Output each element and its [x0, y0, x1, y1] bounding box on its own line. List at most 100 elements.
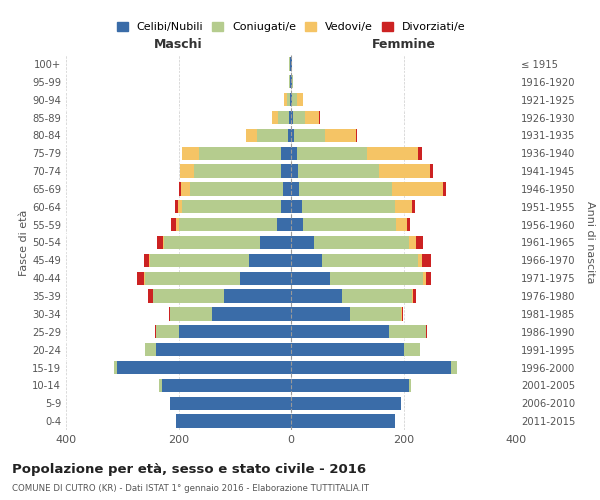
Bar	[151, 254, 249, 267]
Bar	[292, 93, 296, 106]
Bar	[190, 182, 283, 196]
Bar	[298, 164, 379, 178]
Bar	[404, 343, 421, 356]
Bar	[296, 93, 304, 106]
Bar	[412, 200, 415, 213]
Bar	[293, 111, 305, 124]
Bar	[161, 378, 291, 392]
Bar	[175, 200, 178, 213]
Bar	[430, 164, 433, 178]
Bar	[278, 111, 289, 124]
Bar	[395, 200, 412, 213]
Bar	[356, 128, 357, 142]
Bar	[277, 218, 291, 232]
Bar	[170, 307, 212, 320]
Bar	[283, 182, 291, 196]
Bar	[291, 218, 304, 232]
Bar	[290, 93, 291, 106]
Bar	[281, 164, 291, 178]
Bar	[291, 236, 314, 249]
Bar	[291, 111, 293, 124]
Y-axis label: Fasce di età: Fasce di età	[19, 210, 29, 276]
Bar	[171, 218, 176, 232]
Bar	[212, 307, 291, 320]
Bar	[291, 93, 292, 106]
Bar	[272, 111, 278, 124]
Bar	[287, 93, 290, 106]
Bar	[194, 164, 281, 178]
Bar	[163, 236, 164, 249]
Bar	[412, 290, 413, 303]
Bar	[305, 111, 319, 124]
Bar	[409, 236, 416, 249]
Bar	[179, 182, 181, 196]
Bar	[422, 254, 431, 267]
Bar	[379, 164, 430, 178]
Bar	[296, 146, 367, 160]
Bar	[407, 218, 410, 232]
Bar	[350, 307, 401, 320]
Bar	[260, 236, 291, 249]
Bar	[291, 414, 395, 428]
Bar	[331, 272, 423, 285]
Bar	[179, 218, 277, 232]
Bar	[145, 272, 241, 285]
Bar	[409, 378, 411, 392]
Bar	[155, 325, 156, 338]
Bar	[413, 290, 416, 303]
Bar	[401, 307, 402, 320]
Bar	[179, 164, 194, 178]
Bar	[291, 361, 451, 374]
Bar	[292, 75, 293, 88]
Bar	[182, 146, 199, 160]
Bar	[288, 128, 291, 142]
Bar	[389, 325, 426, 338]
Text: COMUNE DI CUTRO (KR) - Dati ISTAT 1° gennaio 2016 - Elaborazione TUTTITALIA.IT: COMUNE DI CUTRO (KR) - Dati ISTAT 1° gen…	[12, 484, 369, 493]
Bar	[178, 200, 182, 213]
Bar	[291, 272, 331, 285]
Bar	[148, 290, 153, 303]
Bar	[291, 396, 401, 410]
Bar	[423, 272, 426, 285]
Bar	[291, 325, 389, 338]
Bar	[392, 182, 443, 196]
Bar	[281, 146, 291, 160]
Bar	[291, 343, 404, 356]
Text: Popolazione per età, sesso e stato civile - 2016: Popolazione per età, sesso e stato civil…	[12, 462, 366, 475]
Bar	[426, 272, 431, 285]
Bar	[314, 236, 409, 249]
Bar	[179, 325, 291, 338]
Bar	[325, 128, 356, 142]
Bar	[299, 182, 392, 196]
Bar	[451, 361, 457, 374]
Bar	[153, 290, 223, 303]
Bar	[241, 272, 291, 285]
Bar	[249, 254, 291, 267]
Bar	[157, 236, 163, 249]
Bar	[246, 128, 257, 142]
Bar	[170, 396, 291, 410]
Bar	[284, 93, 287, 106]
Bar	[319, 111, 320, 124]
Bar	[289, 111, 291, 124]
Bar	[159, 378, 161, 392]
Bar	[114, 361, 116, 374]
Bar	[341, 290, 412, 303]
Legend: Celibi/Nubili, Coniugati/e, Vedovi/e, Divorziati/e: Celibi/Nubili, Coniugati/e, Vedovi/e, Di…	[112, 18, 470, 37]
Bar	[176, 218, 179, 232]
Y-axis label: Anni di nascita: Anni di nascita	[585, 201, 595, 284]
Bar	[199, 146, 281, 160]
Bar	[322, 254, 418, 267]
Bar	[291, 128, 294, 142]
Bar	[416, 236, 422, 249]
Bar	[291, 254, 322, 267]
Bar	[291, 164, 298, 178]
Text: Femmine: Femmine	[371, 38, 436, 52]
Bar	[169, 307, 170, 320]
Text: Maschi: Maschi	[154, 38, 203, 52]
Bar	[145, 343, 156, 356]
Bar	[367, 146, 418, 160]
Bar	[223, 290, 291, 303]
Bar	[257, 128, 288, 142]
Bar	[291, 378, 409, 392]
